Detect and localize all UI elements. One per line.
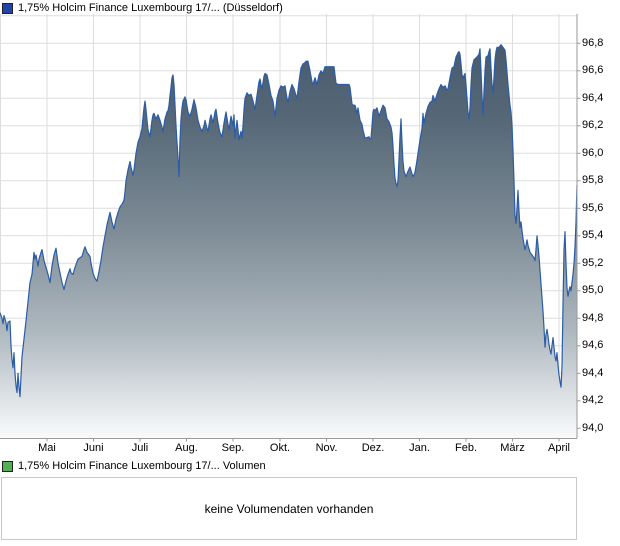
- volume-legend-label: 1,75% Holcim Finance Luxembourg 17/... V…: [18, 460, 266, 472]
- y-axis-label: 96,0: [582, 146, 604, 159]
- y-axis-label: 96,6: [582, 64, 604, 77]
- y-axis-label: 96,8: [582, 36, 604, 49]
- x-axis-label: Juni: [83, 442, 104, 454]
- x-axis-label: Nov.: [315, 442, 338, 454]
- x-axis-label: Dez.: [361, 442, 385, 454]
- x-axis-label: Jan.: [409, 442, 430, 454]
- x-axis-label: Feb.: [454, 442, 477, 454]
- y-axis-label: 95,0: [582, 284, 604, 297]
- y-axis-label: 94,6: [582, 339, 604, 352]
- volume-panel: keine Volumendaten vorhanden: [1, 477, 577, 540]
- x-axis-label: Aug.: [175, 442, 198, 454]
- price-legend-swatch-icon: [2, 2, 13, 14]
- volume-legend: 1,75% Holcim Finance Luxembourg 17/... V…: [2, 460, 266, 472]
- x-axis-label: April: [547, 442, 570, 454]
- y-axis-label: 94,8: [582, 311, 604, 324]
- y-axis-label: 96,2: [582, 119, 604, 132]
- price-legend: 1,75% Holcim Finance Luxembourg 17/... (…: [2, 2, 283, 14]
- y-axis-label: 96,4: [582, 91, 604, 104]
- no-volume-message: keine Volumendaten vorhanden: [204, 501, 374, 516]
- x-axis-label: Juli: [131, 442, 149, 454]
- y-axis-label: 95,2: [582, 256, 604, 269]
- y-axis-label: 95,8: [582, 174, 604, 187]
- x-axis-label: März: [500, 442, 525, 454]
- x-axis-label: Mai: [38, 442, 56, 454]
- x-axis-label: Sep.: [221, 442, 245, 454]
- y-axis-label: 95,6: [582, 201, 604, 214]
- x-axis-label: Okt.: [269, 442, 291, 454]
- price-legend-label: 1,75% Holcim Finance Luxembourg 17/... (…: [18, 2, 283, 14]
- y-axis-label: 94,4: [582, 366, 604, 379]
- y-axis-label: 94,0: [582, 421, 604, 434]
- volume-legend-swatch-icon: [2, 460, 13, 472]
- y-axis-label: 94,2: [582, 394, 604, 407]
- y-axis-label: 95,4: [582, 229, 604, 242]
